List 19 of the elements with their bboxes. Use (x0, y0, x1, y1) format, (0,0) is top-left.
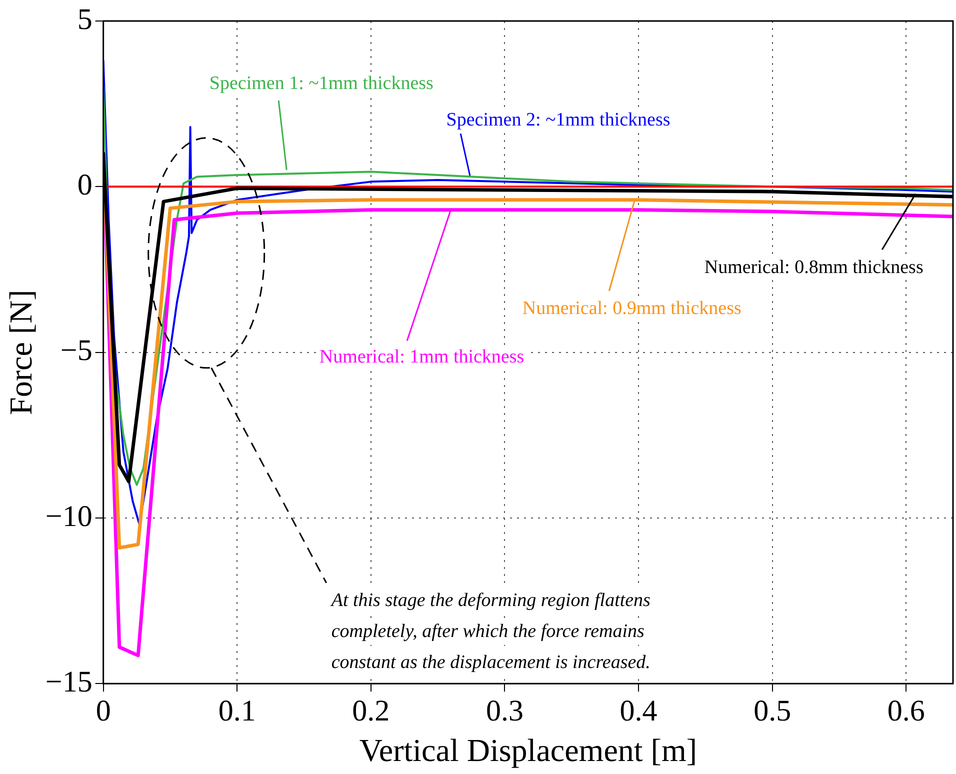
x-tick-label: 0.4 (620, 694, 658, 728)
x-tick-label: 0.3 (486, 694, 524, 728)
text: Specimen 1: ~1mm thickness (209, 72, 434, 94)
text: Numerical: 0.9mm thickness (522, 298, 742, 320)
y-axis-title: Force [N] (2, 290, 39, 415)
x-axis-title: Vertical Displacement [m] (359, 732, 697, 768)
text: Specimen 2: ~1mm thickness (446, 109, 670, 130)
y-tick-label: −15 (45, 665, 92, 698)
text: Numerical: 1mm thickness (319, 346, 524, 368)
x-tick-label: 0.5 (754, 694, 792, 728)
annotation: At this stage the deforming region flattens completely, after which the force remains constant as the displacement is increased. (329, 590, 650, 673)
y-tick-label: 5 (77, 2, 92, 36)
x-tick-label: 0.1 (218, 694, 256, 728)
y-tick-label: −5 (60, 334, 92, 368)
x-tick-label: 0.2 (352, 694, 390, 728)
y-tick-label: −10 (45, 500, 92, 533)
text: Numerical: 0.8mm thickness (704, 256, 924, 278)
x-tick-label: 0.6 (887, 694, 925, 728)
y-tick-label: 0 (77, 168, 92, 202)
